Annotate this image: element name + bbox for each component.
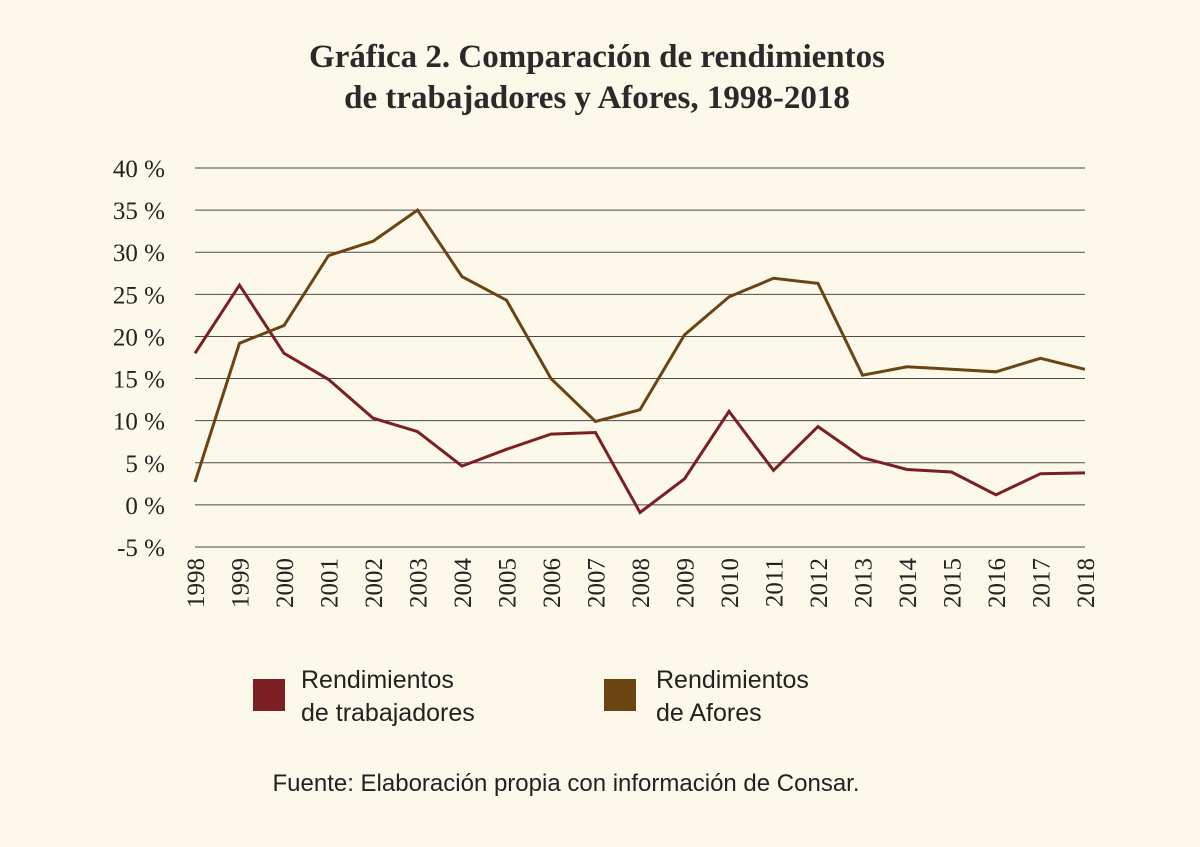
legend-label-afores-line-2: de Afores: [656, 699, 762, 727]
x-tick-label: 2002: [361, 558, 388, 608]
x-tick-label: 2001: [317, 558, 344, 608]
x-tick-label: 2008: [628, 558, 655, 608]
x-tick-label: 2018: [1073, 558, 1100, 608]
legend-label-trabajadores-line-2: de trabajadores: [301, 699, 475, 727]
y-tick-label: 0 %: [125, 493, 165, 520]
plot-area: -5 % 0 % 5 % 10 % 15 % 20 % 25 % 30 % 35 % 40 % 19…: [113, 156, 1100, 608]
y-tick-label: 30 %: [113, 240, 165, 267]
source-note: Fuente: Elaboración propia con informaci…: [272, 770, 859, 797]
x-tick-label: 2006: [539, 558, 566, 608]
y-tick-label: 20 %: [113, 324, 165, 351]
x-tick-label: 2007: [584, 558, 611, 608]
x-tick-label: 2000: [272, 558, 299, 608]
legend: Rendimientos de trabajadores Rendimiento…: [253, 666, 809, 727]
y-tick-label: 25 %: [113, 282, 165, 309]
chart-title-line-2: de trabajadores y Afores, 1998-2018: [344, 80, 850, 116]
x-tick-label: 1998: [183, 558, 210, 608]
series-line-afores: [193, 207, 1086, 483]
x-tick-label: 2010: [717, 558, 744, 608]
x-tick-label: 2012: [806, 558, 833, 608]
y-tick-label: 35 %: [113, 198, 165, 225]
x-tick-label: 2016: [984, 558, 1011, 608]
x-tick-label: 2003: [406, 558, 433, 608]
y-tick-label: -5 %: [117, 535, 165, 562]
y-tick-label: 40 %: [113, 156, 165, 183]
x-tick-label: 2009: [673, 558, 700, 608]
x-tick-label: 2004: [450, 558, 477, 609]
y-tick-label: 10 %: [113, 409, 165, 436]
x-tick-label: 2011: [762, 558, 789, 607]
x-tick-label: 2015: [940, 558, 967, 608]
x-tick-label: 2013: [851, 558, 878, 608]
x-tick-label: 2017: [1029, 558, 1056, 608]
x-tick-label: 2005: [495, 558, 522, 608]
legend-label-afores-line-1: Rendimientos: [656, 666, 809, 694]
y-tick-label: 15 %: [113, 367, 165, 394]
chart-title-line-1: Gráfica 2. Comparación de rendimientos: [309, 39, 885, 75]
legend-swatch-afores: [604, 679, 636, 711]
series-line-trabajadores: [193, 282, 1086, 515]
x-tick-label: 2014: [895, 558, 922, 609]
legend-swatch-trabajadores: [253, 679, 285, 711]
legend-label-trabajadores-line-1: Rendimientos: [301, 666, 454, 694]
y-tick-label: 5 %: [125, 451, 165, 478]
x-tick-label: 1999: [228, 558, 255, 608]
